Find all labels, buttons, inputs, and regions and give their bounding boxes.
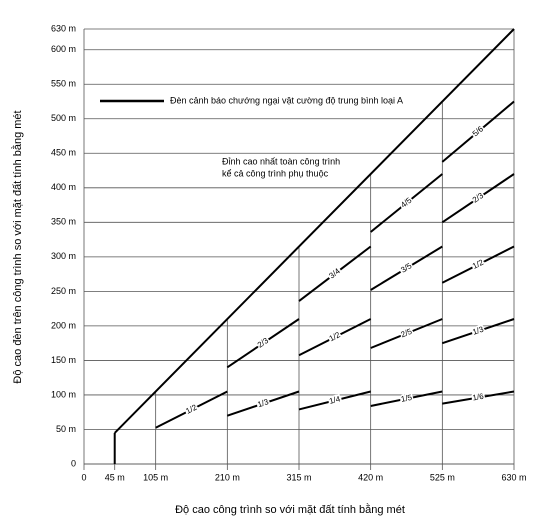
y-tick-label: 450 m [51,148,76,158]
y-tick-label: 350 m [51,217,76,227]
series-line [370,173,443,233]
y-tick-label: 550 m [51,79,76,89]
data-label: 1/2 [184,403,198,416]
x-tick-label: 525 m [430,472,455,482]
y-tick-label: 600 m [51,44,76,54]
y-tick-label: 50 m [56,424,76,434]
series-line [298,318,372,357]
y-tick-label: 630 m [51,23,76,33]
y-axis-label: Độ cao đèn trên công trình so với mặt đấ… [11,110,24,383]
series-line [441,100,515,163]
x-tick-label: 315 m [286,472,311,482]
series-line [442,390,515,405]
data-label: 1/2 [328,330,342,343]
series-line [370,390,443,407]
series-line [442,318,515,345]
data-label: 2/5 [400,327,414,340]
x-tick-label: 105 m [143,472,168,482]
x-tick-label: 630 m [501,472,526,482]
data-label: 1/3 [471,324,485,336]
data-label: 1/5 [400,393,413,404]
y-tick-label: 300 m [51,251,76,261]
series-line [227,390,300,417]
data-label: 1/2 [471,258,485,271]
series-line [155,390,228,429]
data-label: 3/5 [399,261,414,275]
annotation: Đỉnh cao nhất toàn công trình [222,156,340,166]
y-tick-label: 250 m [51,286,76,296]
data-label: 1/6 [472,392,485,403]
series-line [226,318,300,369]
legend-text: Đèn cảnh báo chướng ngại vật cường độ tr… [170,95,403,105]
x-tick-label: 210 m [215,472,240,482]
x-tick-label: 45 m [105,472,125,482]
y-tick-label: 400 m [51,182,76,192]
series-line [441,245,515,284]
series-line [298,245,372,302]
x-tick-label: 420 m [358,472,383,482]
annotation: kể cả công trình phụ thuộc [222,168,329,178]
data-label: 1/4 [328,394,342,406]
y-tick-label: 0 [71,458,76,468]
y-tick-label: 150 m [51,355,76,365]
data-label: 1/3 [256,397,270,409]
y-tick-label: 500 m [51,113,76,123]
y-tick-label: 100 m [51,389,76,399]
series-line [114,28,515,434]
series-line [370,318,443,349]
series-line [370,245,443,291]
series-line [441,173,515,224]
x-axis-label: Độ cao công trình so với mặt đất tính bằ… [175,503,405,516]
x-tick-label: 0 [81,472,86,482]
series-line [298,390,371,411]
y-tick-label: 200 m [51,320,76,330]
